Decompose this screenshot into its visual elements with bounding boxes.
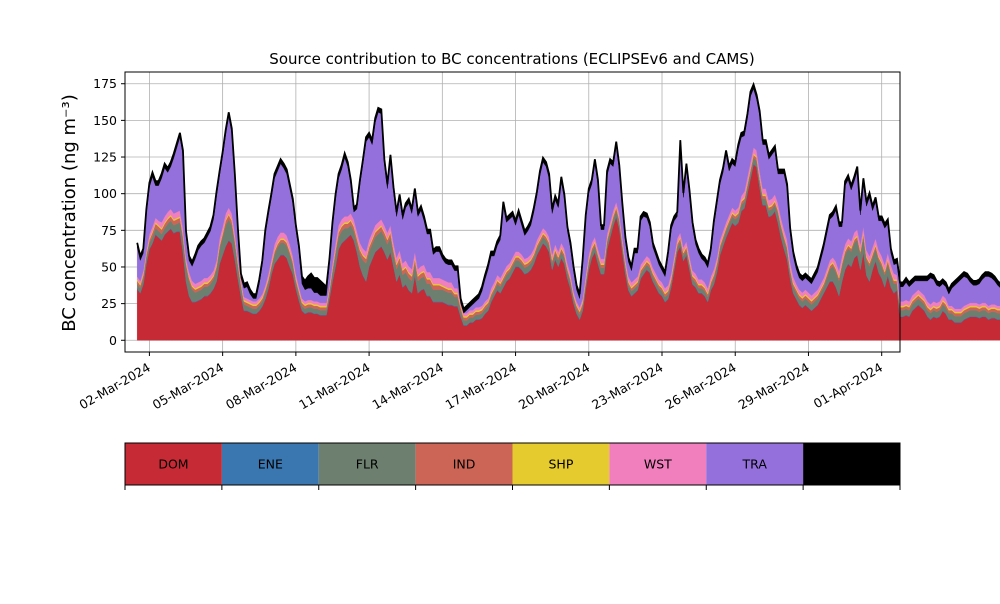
legend-swatch-shp bbox=[512, 443, 610, 485]
x-tick-label: 08-Mar-2024 bbox=[223, 360, 299, 413]
legend: DOM ENE FLR IND SHP WST TRA BB bbox=[124, 442, 901, 490]
legend-swatch-dom bbox=[125, 443, 222, 485]
x-tick-label: 29-Mar-2024 bbox=[736, 360, 812, 413]
y-tick-label: 0 bbox=[109, 333, 117, 348]
legend-label-bb: BB bbox=[843, 457, 860, 472]
legend-label-dom: DOM bbox=[158, 457, 188, 472]
stacked-areas bbox=[136, 81, 1000, 341]
x-tick-label: 05-Mar-2024 bbox=[150, 360, 226, 413]
x-tick-label: 01-Apr-2024 bbox=[811, 360, 885, 412]
total-line bbox=[136, 81, 1000, 311]
legend-label-tra: TRA bbox=[742, 457, 768, 472]
x-tick-label: 20-Mar-2024 bbox=[516, 360, 592, 413]
y-tick-label: 75 bbox=[101, 223, 117, 238]
plot-frame bbox=[124, 71, 901, 353]
x-tick-label: 17-Mar-2024 bbox=[443, 360, 519, 413]
y-tick-label: 125 bbox=[93, 150, 117, 165]
legend-swatch-flr bbox=[318, 443, 416, 485]
x-tick-label: 23-Mar-2024 bbox=[589, 360, 665, 413]
y-tick-label: 175 bbox=[93, 76, 117, 91]
x-tick-label: 14-Mar-2024 bbox=[369, 360, 445, 413]
legend-swatch-ene bbox=[221, 443, 319, 485]
x-tick-label: 02-Mar-2024 bbox=[77, 360, 153, 413]
y-tick-label: 50 bbox=[101, 259, 117, 274]
chart-title: Source contribution to BC concentrations… bbox=[269, 50, 754, 68]
legend-swatch-wst bbox=[609, 443, 707, 485]
legend-swatch-bb bbox=[803, 443, 900, 485]
y-tick-label: 150 bbox=[93, 113, 117, 128]
legend-label-ene: ENE bbox=[258, 457, 283, 472]
x-tick-label: 26-Mar-2024 bbox=[662, 360, 738, 413]
x-tick-label: 11-Mar-2024 bbox=[296, 360, 372, 413]
legend-swatch-tra bbox=[706, 443, 804, 485]
y-tick-label: 25 bbox=[101, 296, 117, 311]
y-tick-label: 100 bbox=[93, 186, 117, 201]
legend-label-ind: IND bbox=[453, 457, 476, 472]
legend-label-shp: SHP bbox=[549, 457, 574, 472]
legend-swatch-ind bbox=[415, 443, 513, 485]
y-axis-label: BC concentration (ng m⁻³) bbox=[59, 94, 80, 332]
legend-label-flr: FLR bbox=[356, 457, 379, 472]
legend-label-wst: WST bbox=[644, 457, 672, 472]
